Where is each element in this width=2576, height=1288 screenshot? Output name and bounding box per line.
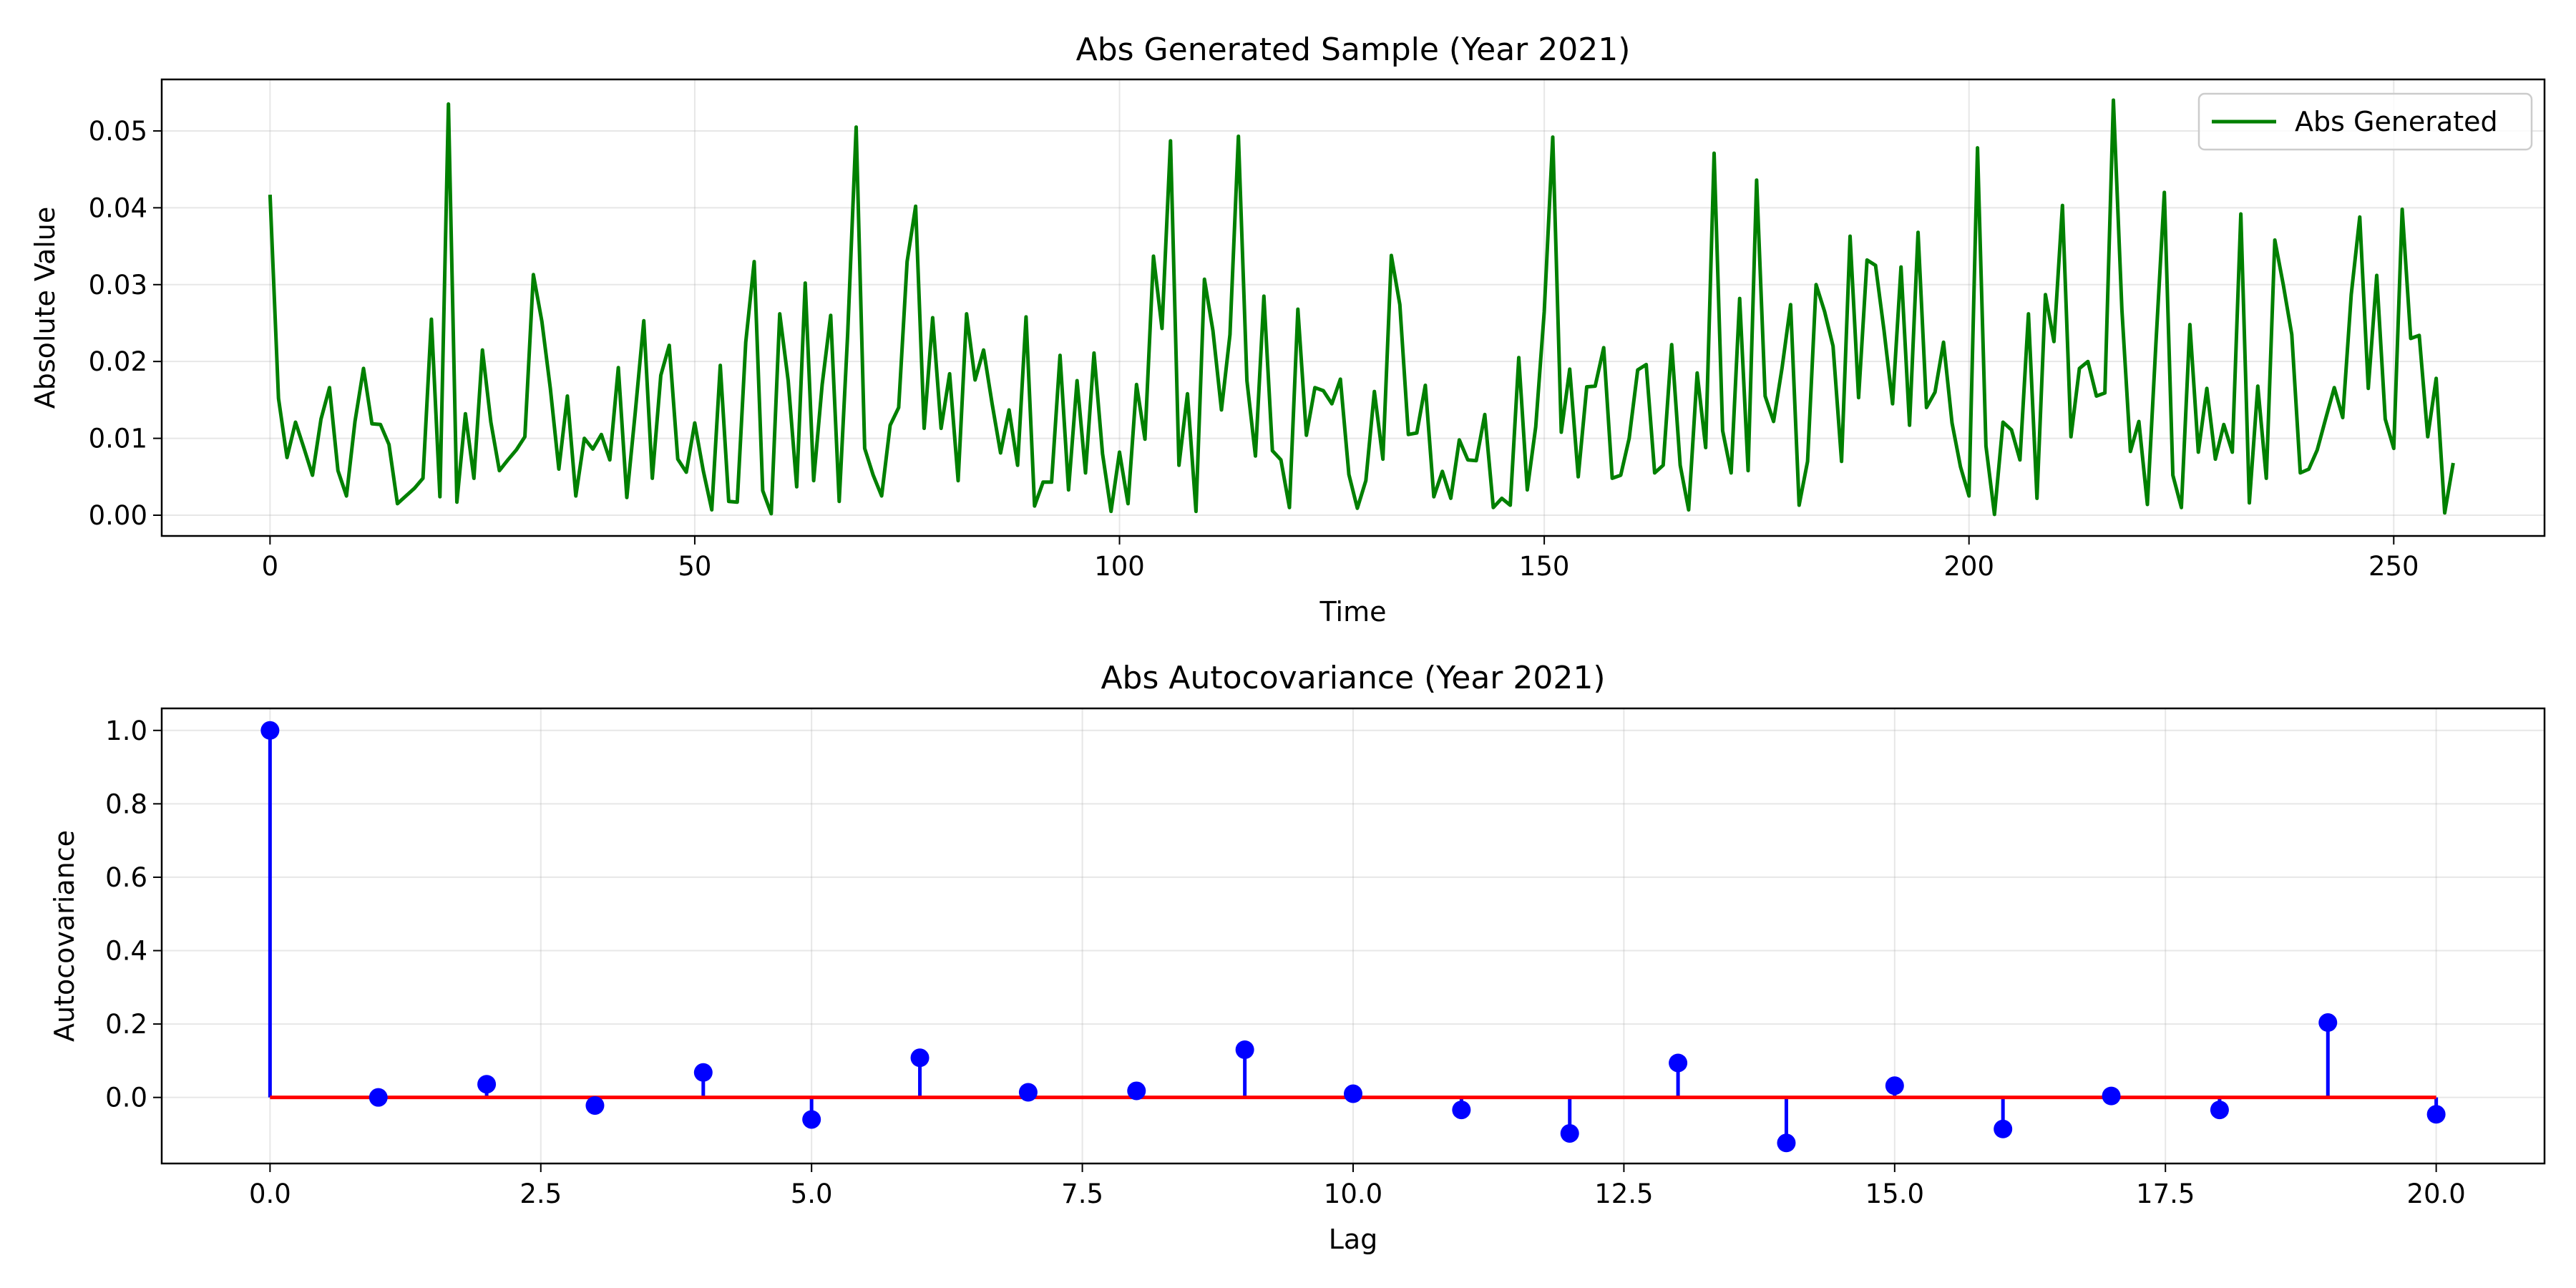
stem-marker — [1235, 1040, 1254, 1059]
x-axis-label-bottom: Lag — [1329, 1224, 1378, 1255]
x-ticks-top: 0 50 100 150 200 250 — [262, 536, 2419, 582]
stem-marker — [2210, 1101, 2229, 1120]
stem-marker — [1127, 1081, 1146, 1101]
bottom-ytick-label: 0.0 — [105, 1083, 147, 1113]
stem-marker — [585, 1096, 605, 1115]
stem-marker — [1018, 1083, 1038, 1102]
bottom-xtick-label: 0.0 — [249, 1179, 291, 1209]
stem-marker — [260, 721, 280, 740]
top-ytick-label: 0.04 — [89, 192, 147, 223]
bottom-xtick-label: 15.0 — [1865, 1179, 1924, 1209]
stem-marker — [2426, 1105, 2446, 1124]
bottom-xtick-label: 10.0 — [1324, 1179, 1382, 1209]
legend-box — [2197, 92, 2533, 151]
bottom-xtick-label: 2.5 — [519, 1179, 562, 1209]
bottom-ytick-label: 0.4 — [105, 936, 147, 967]
stem-marker — [2102, 1086, 2121, 1106]
axes-frame-bottom — [160, 707, 2546, 1165]
stem-marker — [2318, 1013, 2338, 1033]
chart-title-bottom: Abs Autocovariance (Year 2021) — [1101, 660, 1605, 696]
stem-marker — [1885, 1076, 1904, 1096]
top-xtick-label: 250 — [2368, 551, 2419, 582]
plot-area-top — [162, 79, 2545, 536]
top-xtick-label: 150 — [1519, 551, 1570, 582]
stem-marker — [1452, 1101, 1471, 1120]
bottom-xtick-label: 12.5 — [1594, 1179, 1653, 1209]
top-ytick-label: 0.03 — [89, 270, 147, 301]
series-line-abs-generated — [268, 98, 2455, 517]
x-axis-label-top: Time — [1319, 596, 1387, 628]
top-ytick-label: 0.00 — [89, 500, 147, 531]
stem-marker — [477, 1075, 497, 1094]
top-xtick-label: 0 — [262, 551, 279, 582]
legend: Abs Generated — [2197, 92, 2533, 151]
stem-marker — [1994, 1119, 2013, 1138]
stem-markers — [260, 721, 2446, 1153]
bottom-ytick-label: 1.0 — [105, 716, 147, 746]
top-xtick-label: 50 — [678, 551, 711, 582]
stem-marker — [693, 1063, 713, 1082]
bottom-xtick-label: 20.0 — [2406, 1179, 2465, 1209]
y-ticks-top: 0.00 0.01 0.02 0.03 0.04 0.05 — [89, 116, 162, 531]
top-ytick-label: 0.02 — [89, 346, 147, 377]
bottom-xtick-label: 17.5 — [2136, 1179, 2195, 1209]
stem-marker — [1669, 1053, 1688, 1073]
top-xtick-label: 200 — [1943, 551, 1994, 582]
stem-marker — [369, 1088, 388, 1107]
chart-abs-generated: 0 50 100 150 200 250 0.00 0.01 0.02 0.03 0.04 0.05… — [29, 31, 2546, 628]
top-ytick-label: 0.01 — [89, 424, 147, 454]
bottom-ytick-label: 0.6 — [105, 862, 147, 893]
stem-marker — [1560, 1123, 1579, 1143]
y-axis-label-bottom: Autocovariance — [49, 830, 80, 1042]
legend-label: Abs Generated — [2295, 106, 2498, 137]
bottom-xtick-label: 5.0 — [791, 1179, 833, 1209]
chart-title-top: Abs Generated Sample (Year 2021) — [1076, 31, 1631, 68]
grid-top — [162, 79, 2545, 536]
chart-abs-autocovariance: 0.0 2.5 5.0 7.5 10.0 12.5 15.0 17.5 20.0 0.00.20… — [49, 660, 2546, 1255]
axes-frame-top — [160, 78, 2546, 537]
x-ticks-bottom: 0.0 2.5 5.0 7.5 10.0 12.5 15.0 17.5 20.0 — [249, 1163, 2466, 1209]
top-xtick-label: 100 — [1094, 551, 1145, 582]
bottom-ytick-label: 0.8 — [105, 789, 147, 819]
top-ytick-label: 0.05 — [89, 116, 147, 147]
y-ticks-bottom: 0.0 0.2 0.4 0.6 0.8 1.0 — [105, 716, 162, 1113]
bottom-xtick-label: 7.5 — [1061, 1179, 1103, 1209]
stem-marker — [1777, 1133, 1796, 1153]
y-axis-label-top: Absolute Value — [29, 207, 61, 409]
grid-bottom — [162, 708, 2545, 1163]
stem-marker — [802, 1110, 821, 1129]
bottom-ytick-label: 0.2 — [105, 1009, 147, 1040]
stem-marker — [910, 1048, 930, 1068]
stem-marker — [1344, 1084, 1362, 1103]
